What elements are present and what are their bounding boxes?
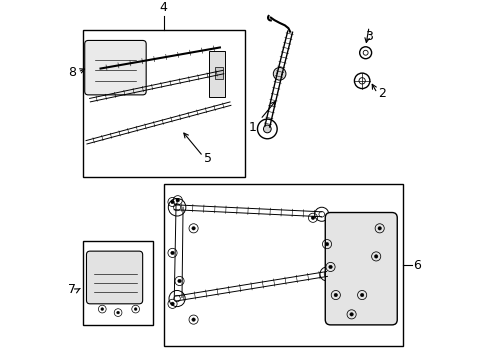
FancyBboxPatch shape	[86, 251, 142, 304]
Circle shape	[273, 67, 285, 80]
Circle shape	[360, 293, 363, 297]
Text: 6: 6	[412, 259, 420, 272]
Circle shape	[101, 308, 103, 310]
Text: 7: 7	[68, 283, 76, 296]
Circle shape	[325, 242, 328, 246]
Circle shape	[170, 302, 174, 306]
Circle shape	[170, 200, 174, 204]
Circle shape	[176, 198, 179, 202]
Circle shape	[263, 125, 271, 133]
Text: 1: 1	[248, 121, 256, 134]
Circle shape	[310, 216, 314, 220]
Text: 3: 3	[365, 30, 372, 43]
Text: 8: 8	[68, 66, 76, 78]
Circle shape	[374, 255, 377, 258]
FancyBboxPatch shape	[84, 40, 146, 95]
Circle shape	[134, 308, 137, 310]
Circle shape	[170, 251, 174, 255]
Circle shape	[328, 265, 332, 269]
Circle shape	[191, 226, 195, 230]
Circle shape	[349, 312, 353, 316]
Bar	[83, 240, 153, 325]
FancyBboxPatch shape	[325, 212, 396, 325]
Circle shape	[117, 311, 119, 314]
Bar	[163, 184, 402, 346]
Text: 2: 2	[377, 87, 385, 100]
Bar	[83, 30, 244, 177]
Bar	[209, 51, 225, 96]
Text: 5: 5	[203, 152, 212, 165]
Bar	[214, 67, 223, 79]
Circle shape	[178, 279, 181, 283]
Circle shape	[377, 226, 381, 230]
Text: 4: 4	[160, 1, 167, 14]
Circle shape	[333, 293, 337, 297]
Circle shape	[191, 318, 195, 321]
